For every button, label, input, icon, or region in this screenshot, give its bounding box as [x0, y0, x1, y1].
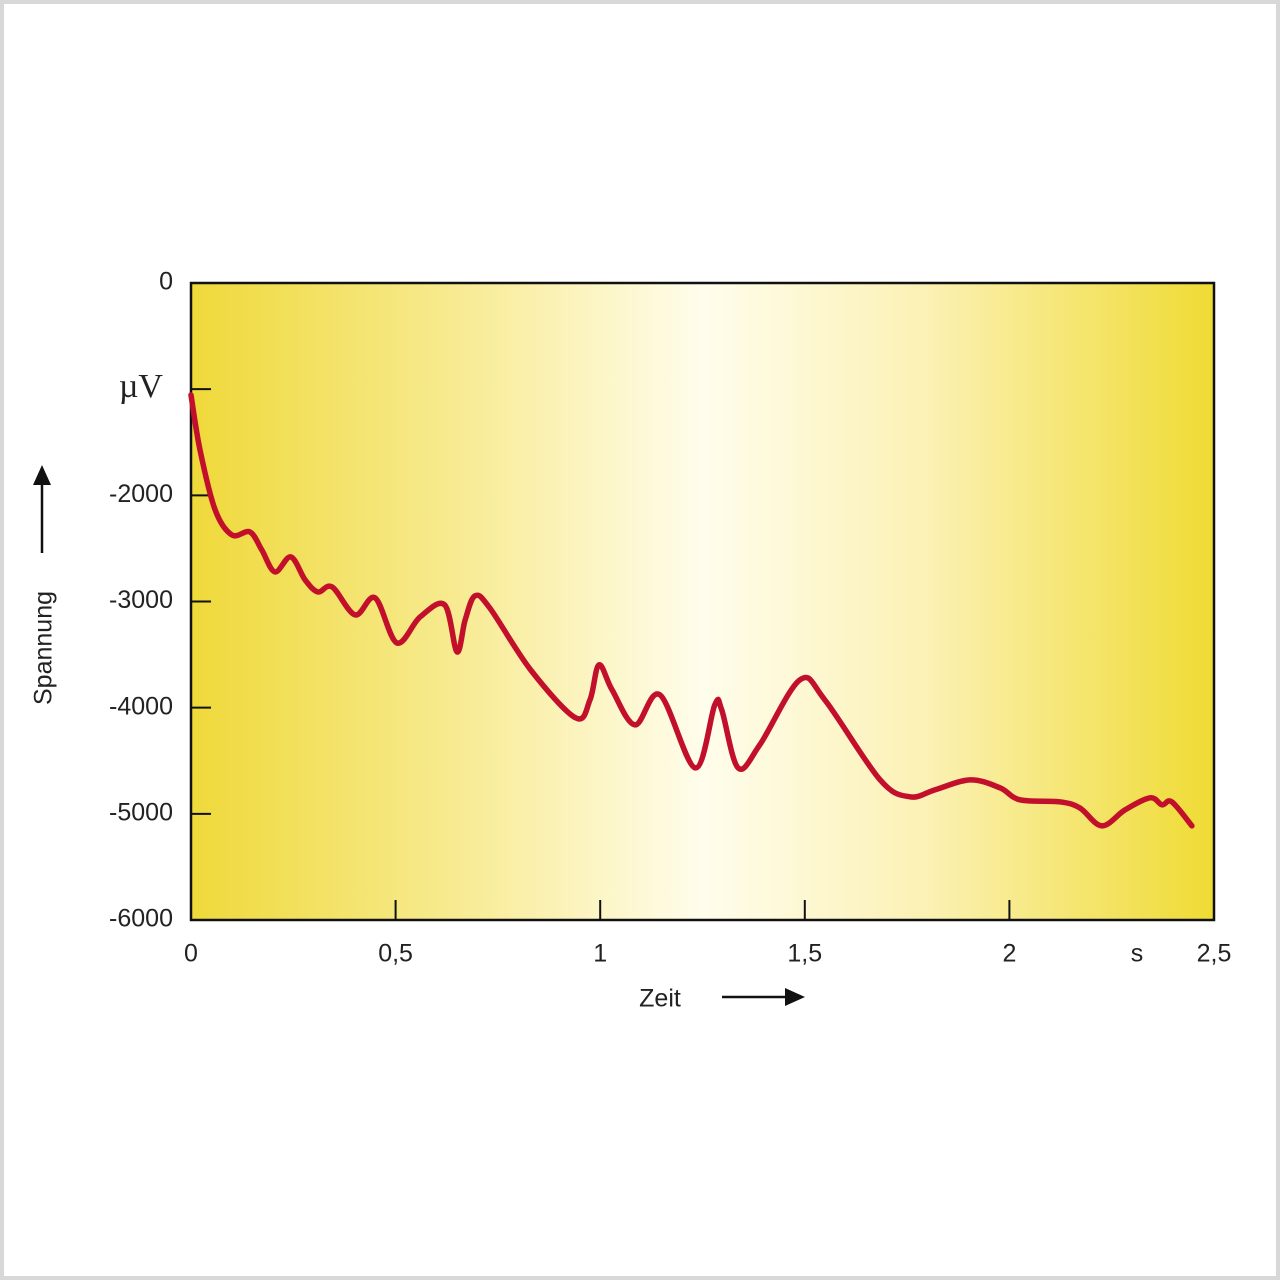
y-tick-label: µV: [119, 368, 164, 405]
y-tick-label: 0: [159, 268, 173, 296]
x-tick-label: 1,5: [787, 940, 822, 968]
x-unit: s: [1131, 940, 1144, 968]
x-tick-label: 2: [1002, 940, 1016, 968]
x-tick-label: 0: [184, 940, 198, 968]
y-tick-label: -5000: [109, 798, 173, 826]
x-tick-label: 2,5: [1197, 940, 1232, 968]
x-tick-label: 0,5: [378, 940, 413, 968]
y-tick-label: -3000: [109, 586, 173, 614]
y-tick-label: -2000: [109, 480, 173, 508]
x-arrow-head: [785, 988, 805, 1006]
y-axis-label: Spannung: [30, 591, 58, 705]
y-tick-label: -6000: [109, 905, 173, 933]
plot-area: [189, 281, 1216, 922]
y-tick-label: -4000: [109, 692, 173, 720]
data-line: [188, 392, 1195, 829]
x-axis-label: Zeit: [639, 985, 681, 1013]
x-tick-label: 1: [593, 940, 607, 968]
y-arrow-head: [33, 465, 51, 485]
